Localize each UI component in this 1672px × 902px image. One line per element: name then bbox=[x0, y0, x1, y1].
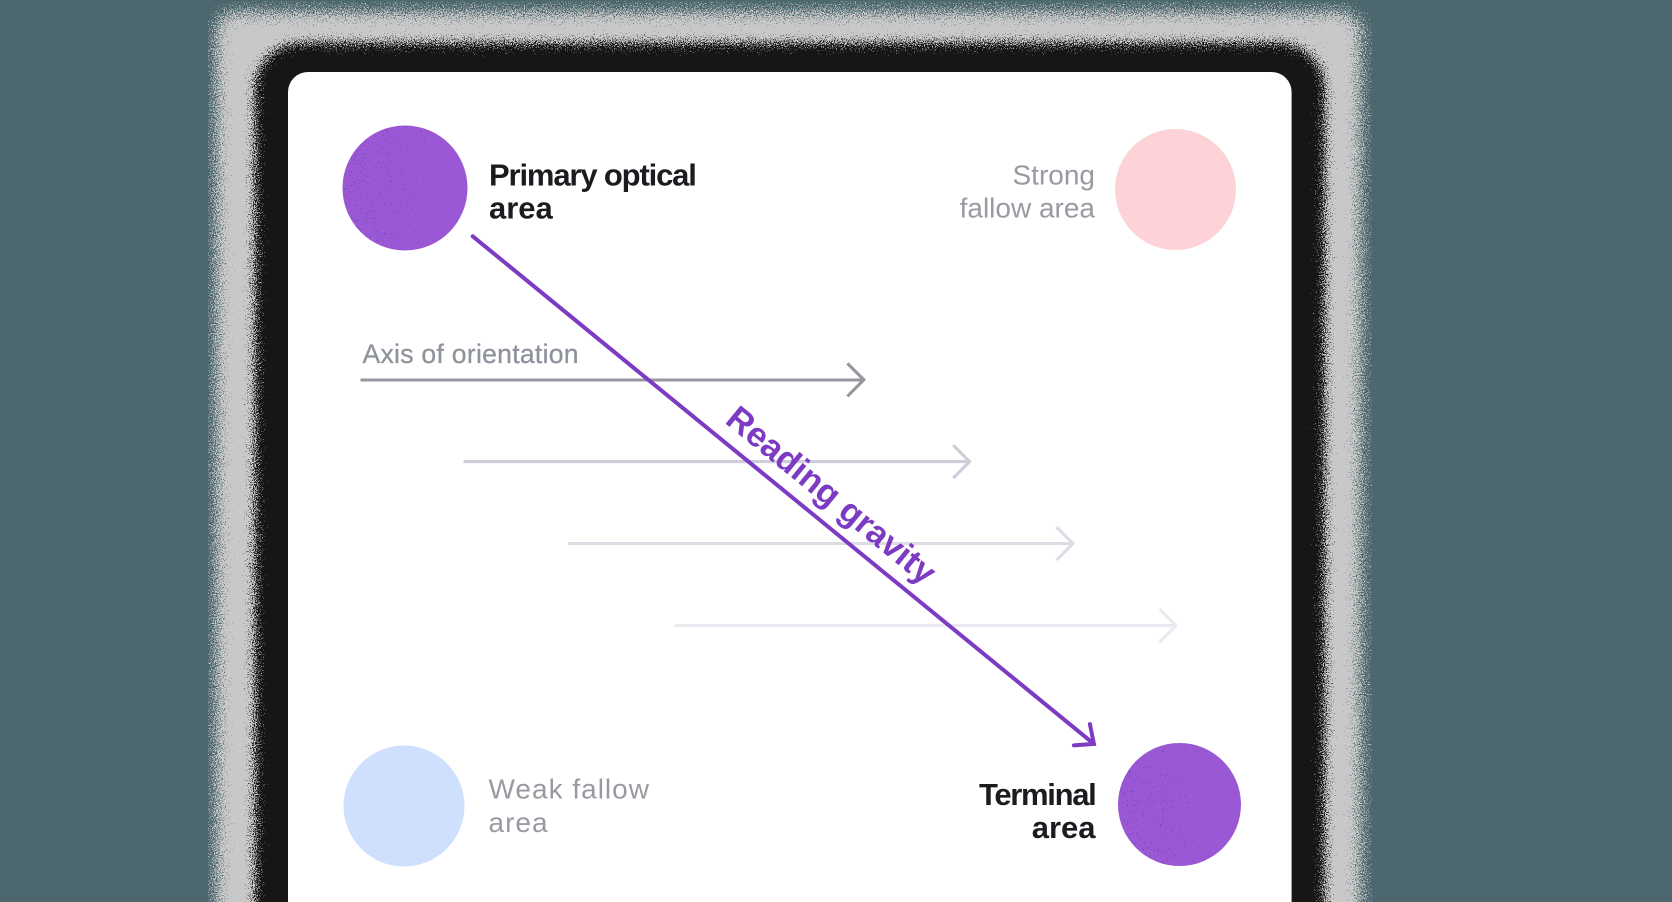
svg-text:Primary optical: Primary optical bbox=[489, 158, 696, 193]
svg-text:Weak fallow: Weak fallow bbox=[489, 774, 650, 805]
svg-text:area: area bbox=[489, 191, 554, 226]
svg-text:Terminal: Terminal bbox=[979, 777, 1096, 812]
svg-text:fallow area: fallow area bbox=[960, 193, 1096, 224]
svg-text:area: area bbox=[489, 807, 549, 838]
svg-text:Axis of orientation: Axis of orientation bbox=[363, 339, 579, 369]
svg-text:Strong: Strong bbox=[1013, 160, 1096, 191]
svg-text:area: area bbox=[1032, 810, 1097, 845]
